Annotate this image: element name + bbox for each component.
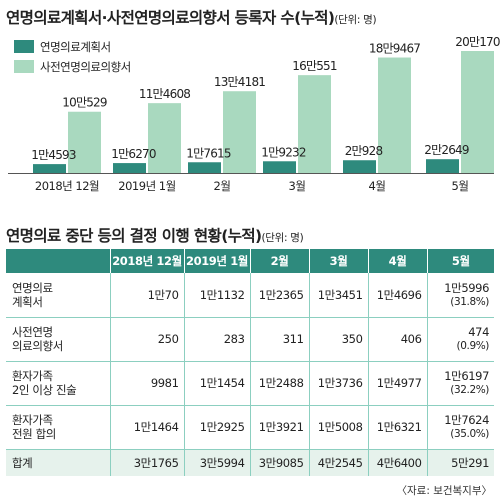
table-cell: 283 (184, 317, 251, 362)
x-tick-label: 2018년 12월 (35, 179, 99, 193)
data-label: 10만529 (62, 96, 107, 110)
table-cell: 1만3451 (309, 273, 369, 318)
header-corner (6, 249, 111, 273)
header-col: 5월 (427, 249, 494, 273)
table-unit: (단위: 명) (261, 232, 304, 244)
x-tick-label: 2월 (214, 179, 231, 193)
table-row: 환자가족 2인 이상 진술 9981 1만1454 1만2488 1만3736 1… (6, 361, 494, 406)
table-cell: 1만6197 (32.2%) (427, 361, 494, 406)
cell-value: 1만6197 (444, 369, 489, 383)
table-cell: 250 (110, 317, 185, 362)
data-label: 1만9232 (261, 145, 306, 159)
bar-series1 (188, 162, 221, 173)
table-cell: 3만1765 (110, 449, 185, 476)
data-label: 13만4181 (214, 75, 265, 89)
table-row: 사전연명 의료의향서 250 283 311 350 406 474 (0.9%) (6, 317, 494, 362)
legend-swatch (14, 40, 34, 53)
data-label: 2만2649 (424, 143, 469, 157)
data-label: 16만551 (292, 59, 337, 73)
chart-title-text: 연명의료계획서·사전연명의료의향서 등록자 수(누적) (6, 9, 335, 27)
table-cell: 474 (0.9%) (427, 317, 494, 362)
header-col: 3월 (309, 249, 369, 273)
table-cell: 3만9085 (250, 449, 310, 476)
header-col: 2018년 12월 (110, 249, 185, 273)
row-label: 연명의료 계획서 (6, 273, 111, 318)
table-cell: 3만5994 (184, 449, 251, 476)
source-note: 〈자료: 보건복지부〉 (396, 485, 493, 497)
table-cell: 311 (250, 317, 310, 362)
chart-unit: (단위: 명) (334, 14, 377, 26)
data-label: 18만9467 (369, 42, 420, 56)
bar-series1 (113, 163, 146, 173)
table-cell: 1만2925 (184, 405, 251, 450)
cell-value: 1만5996 (444, 280, 489, 295)
chart-title: 연명의료계획서·사전연명의료의향서 등록자 수(누적)(단위: 명) (6, 6, 377, 28)
x-tick-label: 3월 (289, 179, 306, 193)
bar-series1 (426, 159, 459, 173)
bar-series1 (263, 161, 296, 173)
cell-value: 1만7624 (444, 413, 489, 427)
x-tick-label: 4월 (369, 179, 386, 193)
data-label: 1만7615 (186, 146, 231, 160)
table-cell: 1만1132 (184, 273, 251, 318)
table-cell: 1만4977 (368, 361, 428, 406)
table-cell: 1만7624 (35.0%) (427, 405, 494, 450)
cell-value: 474 (468, 325, 489, 339)
data-label: 20만170 (455, 35, 500, 49)
table-cell: 5만291 (427, 449, 494, 476)
bar-series2 (148, 103, 181, 173)
bar-series2 (68, 111, 101, 173)
legend-label: 연명의료계획서 (40, 40, 111, 54)
table-cell: 350 (309, 317, 369, 362)
table-cell: 4만2545 (309, 449, 369, 476)
table-cell: 1만4696 (368, 273, 428, 318)
data-label: 1만4593 (31, 148, 76, 162)
table-cell: 1만2488 (250, 361, 310, 406)
status-table: 2018년 12월 2019년 1월 2월 3월 4월 5월 연명의료 계획서 1… (6, 249, 494, 476)
table-cell: 1만5996 (31.8%) (427, 273, 494, 318)
bar-series1 (343, 160, 376, 173)
table-cell: 1만3736 (309, 361, 369, 406)
row-label: 사전연명 의료의향서 (6, 317, 111, 362)
row-label: 합계 (6, 449, 111, 476)
row-label: 환자가족 2인 이상 진술 (6, 361, 111, 406)
table-row: 연명의료 계획서 1만70 1만1132 1만2365 1만3451 1만4696… (6, 273, 494, 318)
bar-series2 (378, 57, 411, 173)
cell-note: (32.2%) (450, 384, 489, 396)
bar-series2 (298, 75, 331, 173)
bar-chart: 1만4593 10만529 2018년 12월 1만6270 11만4608 2019년 … (8, 35, 500, 193)
legend-swatch (14, 60, 34, 73)
legend-label: 사전연명의료의향서 (40, 60, 131, 74)
table-cell: 1만3921 (250, 405, 310, 450)
cell-note: (0.9%) (456, 340, 490, 352)
row-label: 환자가족 전원 합의 (6, 405, 111, 450)
x-tick-label: 5월 (452, 179, 469, 193)
table-cell: 1만70 (110, 273, 185, 318)
table-title: 연명의료 중단 등의 결정 이행 현황(누적)(단위: 명) (6, 224, 304, 246)
table-cell: 1만1464 (110, 405, 185, 450)
table-row: 환자가족 전원 합의 1만1464 1만2925 1만3921 1만5008 1만… (6, 405, 494, 450)
header-col: 2019년 1월 (184, 249, 251, 273)
table-cell: 406 (368, 317, 428, 362)
data-label: 11만4608 (139, 87, 190, 101)
x-tick-label: 2019년 1월 (118, 179, 175, 193)
table-header-row: 2018년 12월 2019년 1월 2월 3월 4월 5월 (6, 249, 494, 273)
table-total-row: 합계 3만1765 3만5994 3만9085 4만2545 4만6400 5만… (6, 449, 494, 476)
cell-note: (35.0%) (450, 428, 489, 440)
table-cell: 1만1454 (184, 361, 251, 406)
header-col: 2월 (250, 249, 310, 273)
cell-note: (31.8%) (450, 295, 489, 308)
data-label: 2만928 (345, 144, 383, 158)
bar-series2 (223, 91, 256, 173)
bar-series2 (461, 51, 494, 173)
header-col: 4월 (368, 249, 428, 273)
table-cell: 9981 (110, 361, 185, 406)
data-label: 1만6270 (111, 147, 156, 161)
bar-series1 (33, 164, 66, 173)
table-title-text: 연명의료 중단 등의 결정 이행 현황(누적) (6, 227, 262, 245)
table-cell: 1만2365 (250, 273, 310, 318)
table-cell: 4만6400 (368, 449, 428, 476)
table-cell: 1만6321 (368, 405, 428, 450)
table-cell: 1만5008 (309, 405, 369, 450)
